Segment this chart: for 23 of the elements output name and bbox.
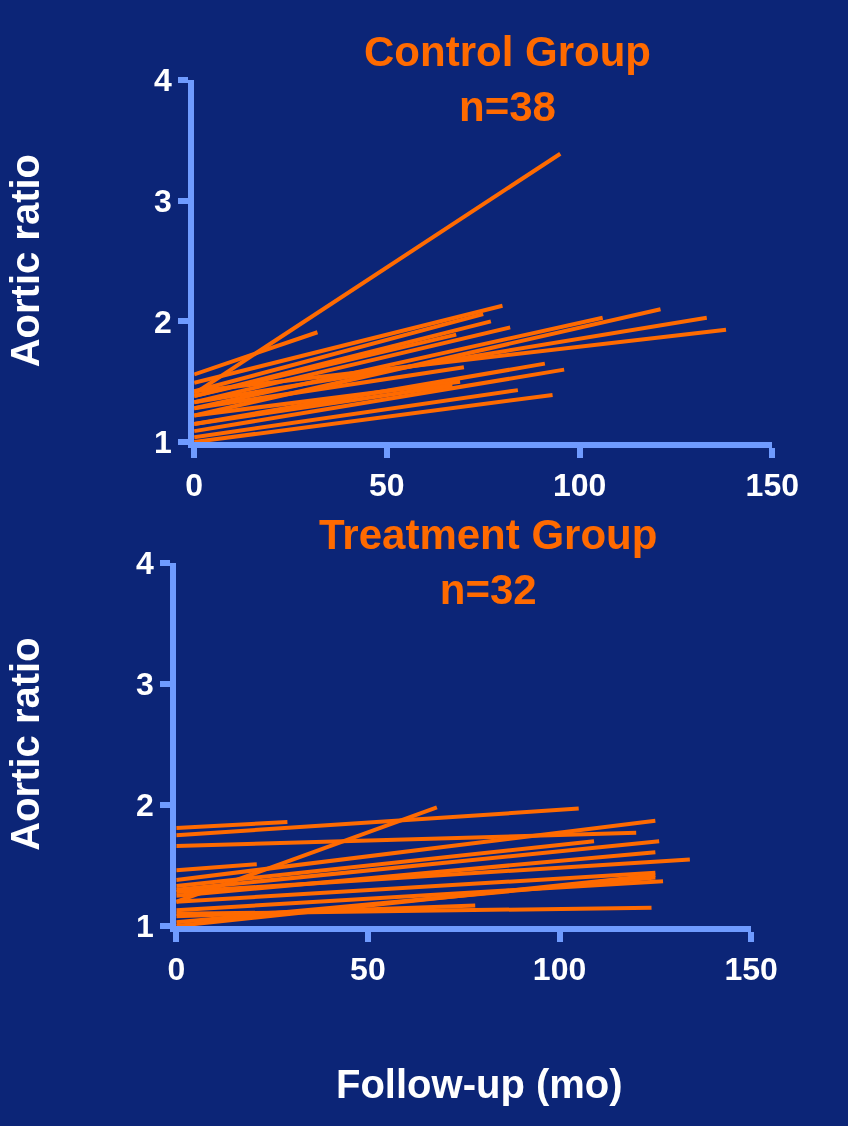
y-axis-title: Aortic ratio	[2, 637, 47, 851]
y-tick-label: 1	[153, 424, 172, 461]
y-tick-label: 4	[136, 545, 155, 582]
chart-title: Control Group	[364, 28, 651, 75]
y-tick-label: 4	[153, 62, 172, 99]
chart-subtitle: n=32	[439, 565, 537, 613]
x-tick-label: 50	[369, 467, 405, 504]
x-tick-label: 0	[167, 951, 186, 988]
x-axis-title: Follow-up (mo)	[336, 1062, 623, 1106]
y-tick-label: 2	[153, 303, 172, 340]
y-tick-label: 2	[136, 787, 154, 824]
x-tick-label: 100	[552, 467, 607, 504]
y-tick-label: 3	[136, 666, 154, 703]
chart-title: Treatment Group	[319, 511, 658, 558]
x-tick-label: 150	[724, 951, 778, 988]
y-axis-title: Aortic ratio	[3, 153, 48, 368]
x-tick-label: 100	[532, 951, 587, 988]
x-tick-label: 0	[185, 467, 204, 504]
y-tick-label: 1	[136, 908, 154, 945]
x-tick-label: 50	[350, 951, 386, 988]
x-tick-label: 150	[745, 467, 799, 504]
y-tick-label: 3	[153, 182, 172, 219]
chart-subtitle: n=38	[459, 82, 556, 130]
